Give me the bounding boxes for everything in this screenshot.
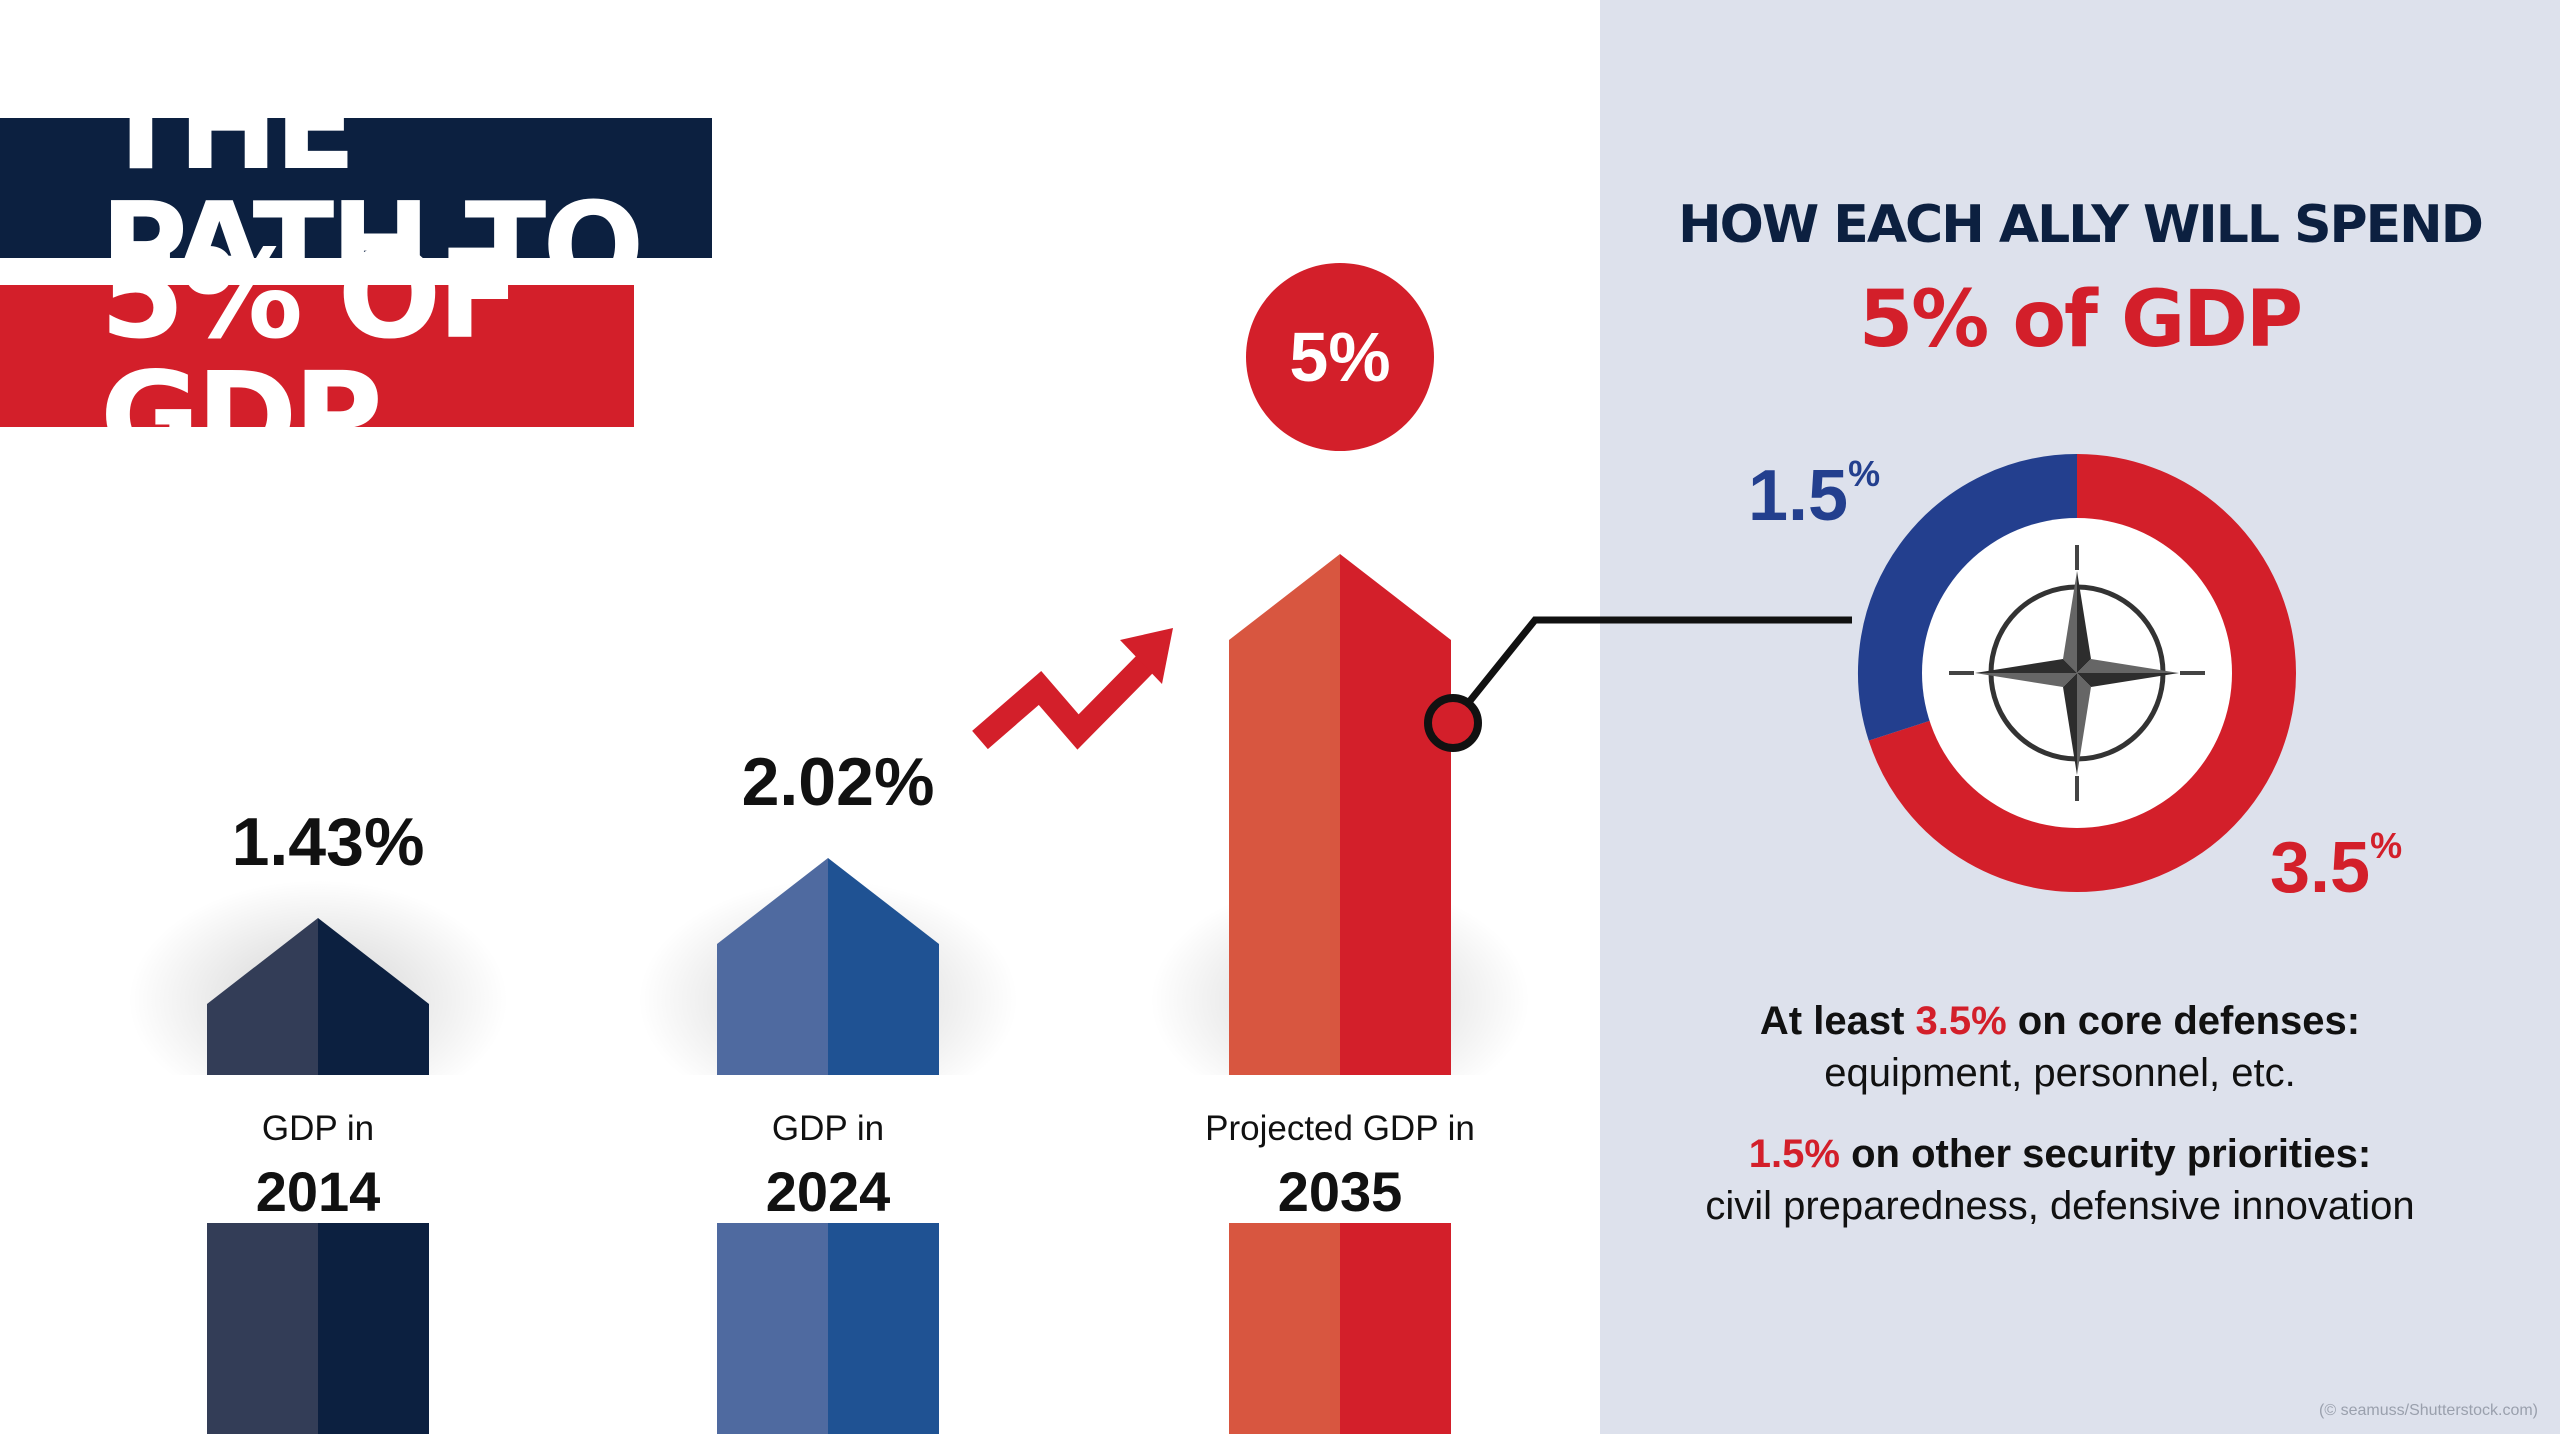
bar-caption: GDP in	[261, 1109, 375, 1148]
bar-caption: GDP in	[771, 1109, 885, 1148]
bar-2035	[1229, 554, 1340, 1434]
bar-caption: Projected GDP in	[1205, 1109, 1475, 1148]
slice-label-blue: 1.5%	[1748, 453, 1881, 536]
trend-arrow-icon	[972, 628, 1173, 750]
connector-line	[1424, 616, 1852, 752]
donut-chart	[1858, 454, 2296, 892]
donut-subtitle: 5% of GDP	[1858, 275, 2303, 365]
bar-2035-shade	[1340, 554, 1451, 1434]
title-line-2: 5% OF GDP	[0, 234, 634, 478]
bar-year: 2014	[255, 1160, 381, 1223]
compass-star-icon	[1922, 518, 2232, 828]
donut-title: HOW EACH ALLY WILL SPEND	[1678, 195, 2484, 255]
slice-label-red: 3.5%	[2270, 825, 2403, 908]
bar-label-2024: GDP in 2024	[648, 1075, 1008, 1223]
donut-slice-3.5	[1868, 454, 2296, 892]
note-core-defenses: At least 3.5% on core defenses: equipmen…	[1759, 999, 2361, 1095]
bar-year: 2024	[765, 1160, 891, 1223]
target-badge: 5%	[1246, 263, 1434, 451]
image-credit: (© seamuss/Shutterstock.com)	[2319, 1402, 2538, 1419]
note-other-priorities: 1.5% on other security priorities: civil…	[1705, 1132, 2415, 1228]
bar-label-2014: GDP in 2014	[138, 1075, 498, 1223]
donut-slice-1.5	[1858, 454, 2078, 741]
value-label-2024: 2.02%	[741, 744, 935, 820]
value-label-2014: 1.43%	[231, 804, 425, 880]
bar-year: 2035	[1277, 1160, 1403, 1223]
bar-label-2035: Projected GDP in 2035	[1160, 1075, 1520, 1223]
